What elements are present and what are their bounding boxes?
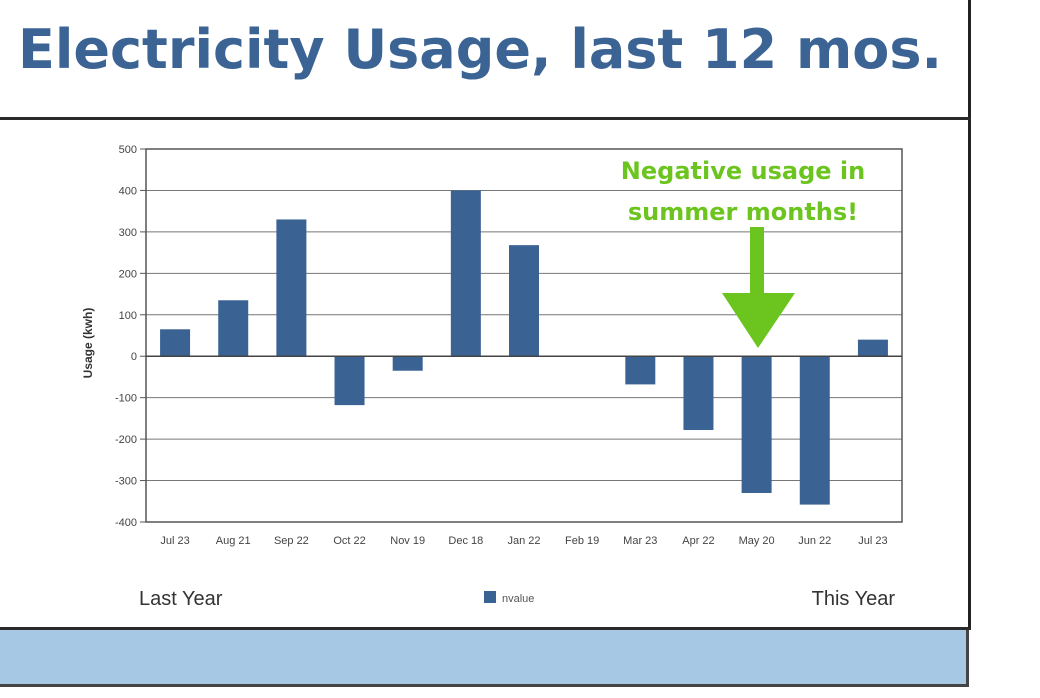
this-year-caption: This Year	[812, 588, 896, 610]
bar	[392, 356, 423, 371]
y-tick-label: -100	[115, 393, 137, 405]
bar	[276, 219, 307, 357]
x-tick-label: Aug 21	[216, 535, 251, 547]
y-axis-label: Usage (kwh)	[81, 308, 95, 379]
bar	[741, 356, 772, 493]
bar	[160, 329, 191, 357]
x-tick-label: Oct 22	[333, 535, 365, 547]
bar	[334, 356, 365, 406]
x-tick-label: Mar 23	[623, 535, 657, 547]
y-tick-label: 500	[119, 144, 137, 156]
title-bar: Electricity Usage, last 12 mos.	[0, 0, 971, 118]
bar	[625, 356, 656, 385]
x-tick-label: Jul 23	[858, 535, 887, 547]
page-title: Electricity Usage, last 12 mos.	[18, 18, 943, 81]
bar	[857, 339, 888, 357]
y-tick-label: 200	[119, 268, 137, 280]
x-tick-labels: Jul 23 Aug 21 Sep 22 Oct 22 Nov 19 Dec 18 Jan …	[160, 535, 887, 547]
divider	[0, 627, 971, 630]
x-tick-label: Apr 22	[682, 535, 714, 547]
bar	[683, 356, 714, 430]
bar	[509, 245, 539, 357]
x-tick-label: Feb 19	[565, 535, 599, 547]
y-tick-label: 400	[119, 185, 137, 197]
legend-swatch	[484, 591, 496, 603]
bars	[160, 190, 888, 505]
y-tick-labels: 500 400 300 200 100 0 -100 -200 -300 -400	[115, 144, 137, 529]
plot-area-border	[145, 148, 903, 523]
annotation-line-1: Negative usage in	[621, 157, 865, 185]
y-tick-label: 0	[131, 351, 137, 363]
y-tick-label: -200	[115, 434, 137, 446]
x-tick-label: Nov 19	[390, 535, 425, 547]
x-tick-label: Sep 22	[274, 535, 309, 547]
last-year-caption: Last Year	[139, 588, 223, 610]
bar	[450, 190, 481, 357]
x-tick-label: Dec 18	[448, 535, 483, 547]
x-tick-label: Jun 22	[798, 535, 831, 547]
chart-frame	[0, 120, 971, 628]
y-tick-label: 100	[119, 310, 137, 322]
y-tick-label: -300	[115, 476, 137, 488]
down-arrow-icon	[722, 227, 795, 348]
x-tick-label: Jul 23	[160, 535, 189, 547]
divider	[0, 117, 971, 120]
annotation-line-2: summer months!	[628, 198, 858, 226]
bar	[799, 356, 830, 505]
y-tick-label: 300	[119, 227, 137, 239]
legend-label: nvalue	[502, 593, 534, 605]
bottom-band	[0, 630, 969, 687]
x-tick-label: Jan 22	[507, 535, 540, 547]
bar	[218, 300, 249, 357]
x-tick-label: May 20	[739, 535, 775, 547]
y-tick-label: -400	[115, 517, 137, 529]
